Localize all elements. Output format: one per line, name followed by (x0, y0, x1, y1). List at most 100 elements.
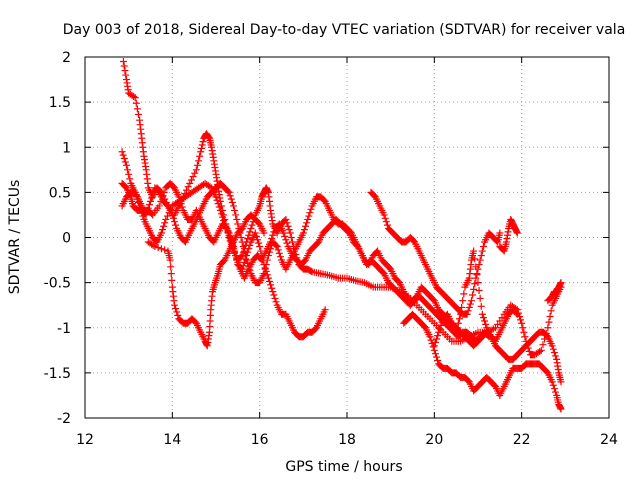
data-point (223, 224, 231, 232)
data-point (163, 212, 171, 220)
data-point (472, 263, 480, 271)
data-point (155, 202, 163, 210)
data-point (434, 332, 442, 340)
data-point (431, 350, 439, 358)
data-point (276, 253, 284, 261)
data-point (256, 243, 264, 251)
data-point (469, 291, 477, 299)
data-point (267, 281, 275, 289)
data-point (478, 247, 486, 255)
data-point (229, 202, 237, 210)
data-point (518, 319, 526, 327)
x-tick-label: 18 (338, 432, 356, 448)
data-point (238, 238, 246, 246)
data-point (195, 157, 203, 165)
data-point (284, 222, 292, 230)
data-point (513, 310, 521, 318)
data-point (241, 252, 249, 260)
data-point (282, 215, 290, 223)
data-point (273, 243, 281, 251)
data-point (148, 194, 156, 202)
data-point (213, 196, 221, 204)
data-point (149, 191, 157, 199)
data-point (381, 214, 389, 222)
data-point (225, 231, 233, 239)
data-point (557, 279, 565, 287)
x-tick-label: 24 (600, 432, 618, 448)
y-axis: 2 1.5 1 0.5 0 -0.5 -1 -1.5 -2 (44, 50, 609, 427)
data-point (270, 228, 278, 236)
y-tick-label: 2 (62, 50, 71, 66)
y-tick-label: 0 (62, 231, 71, 247)
data-point (260, 270, 268, 278)
data-point (304, 215, 312, 223)
data-point (513, 229, 521, 237)
data-point (280, 229, 288, 237)
data-point (166, 256, 174, 264)
data-point (472, 274, 480, 282)
data-point (452, 328, 460, 336)
data-point (189, 173, 197, 181)
series-track-6 (367, 188, 504, 318)
data-point (118, 148, 126, 156)
data-point (262, 261, 270, 269)
data-point (283, 219, 291, 227)
x-axis: 12 14 16 18 20 22 24 (76, 57, 618, 448)
data-point (547, 307, 555, 315)
data-point (307, 205, 315, 213)
data-point (173, 308, 181, 316)
data-point (435, 328, 443, 336)
x-tick-label: 12 (76, 432, 94, 448)
data-point (120, 155, 128, 163)
data-point (549, 381, 557, 389)
data-point (157, 229, 165, 237)
data-point (226, 192, 234, 200)
data-point (475, 287, 483, 295)
data-point (282, 236, 290, 244)
data-point (477, 302, 485, 310)
data-point (268, 235, 276, 243)
data-point (434, 356, 442, 364)
series-track-1 (119, 58, 565, 359)
data-point (174, 311, 182, 319)
x-tick-label: 16 (251, 432, 269, 448)
data-point (126, 175, 134, 183)
data-point (196, 152, 204, 160)
data-point (307, 267, 315, 275)
data-point (545, 318, 553, 326)
x-tick-label: 20 (425, 432, 443, 448)
data-point (433, 353, 441, 361)
data-point (248, 221, 256, 229)
data-point (246, 228, 254, 236)
data-point (466, 300, 474, 308)
data-point (191, 169, 199, 177)
data-point (275, 249, 283, 257)
data-point (133, 105, 141, 113)
data-point (305, 212, 313, 220)
data-point (288, 238, 296, 246)
data-point (178, 203, 186, 211)
data-point (271, 294, 279, 302)
data-point (197, 148, 205, 156)
data-point (474, 279, 482, 287)
data-point (272, 298, 280, 306)
data-point (255, 239, 263, 247)
data-point (552, 388, 560, 396)
data-point (464, 307, 472, 315)
y-tick-label: 1 (62, 140, 71, 156)
data-point (281, 232, 289, 240)
y-axis-title: SDTVAR / TECUs (7, 180, 23, 295)
data-point (217, 210, 225, 218)
data-point (172, 305, 180, 313)
data-point (171, 218, 179, 226)
data-point (151, 243, 159, 251)
data-point (245, 245, 253, 253)
data-point (176, 196, 184, 204)
data-point (161, 246, 169, 254)
data-point (240, 247, 248, 255)
data-point (121, 158, 129, 166)
series-track-4 (118, 179, 493, 345)
data-point (159, 193, 167, 201)
data-point (431, 338, 439, 346)
data-point (231, 206, 239, 214)
